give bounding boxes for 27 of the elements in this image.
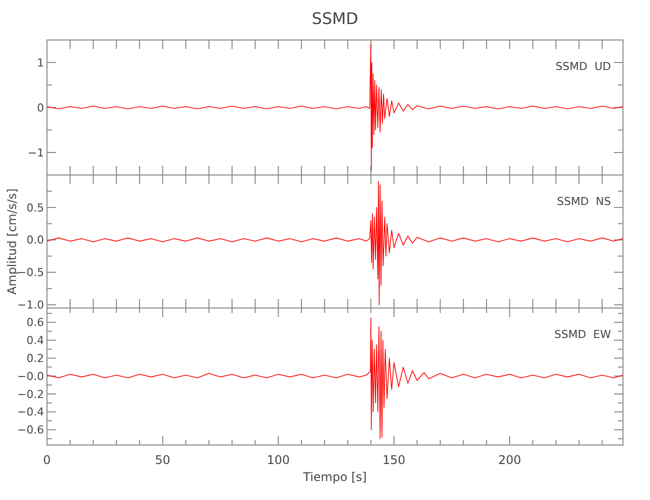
y-tick-label: −0.0 xyxy=(17,370,44,383)
x-tick-label: 200 xyxy=(498,453,522,467)
y-tick-label: 1 xyxy=(37,56,44,70)
line-series xyxy=(46,181,624,306)
annotation: SSMD UD xyxy=(556,60,611,73)
y-tick-label: −0.5 xyxy=(17,266,44,280)
y-tick-label: 0 xyxy=(37,101,44,114)
line-series xyxy=(46,317,624,440)
y-tick-label: 0.2 xyxy=(26,352,44,365)
x-axis-title: Tiempo [s] xyxy=(302,470,367,484)
y-tick-label: 0.5 xyxy=(26,201,44,214)
y-tick-label: 0.0 xyxy=(26,234,44,247)
x-tick-label: 150 xyxy=(382,453,406,467)
annotation: SSMD NS xyxy=(556,195,612,208)
y-tick-label: −0.4 xyxy=(17,406,44,419)
y-tick-label: −0.2 xyxy=(17,388,44,401)
chart-title: SSMD xyxy=(312,9,358,28)
y-tick-label: 0.4 xyxy=(26,334,44,348)
x-tick-label: 100 xyxy=(266,453,290,467)
y-tick-label: −1 xyxy=(28,146,44,160)
y-tick-label: 0.6 xyxy=(26,316,44,330)
line-series xyxy=(46,44,624,171)
x-tick-label: 50 xyxy=(155,453,170,467)
y-axis-title: Amplitud [cm/s/s] xyxy=(5,188,19,295)
y-tick-label: −1.0 xyxy=(17,298,44,312)
y-tick-label: −0.6 xyxy=(17,424,44,437)
annotation: SSMD EW xyxy=(554,328,612,341)
